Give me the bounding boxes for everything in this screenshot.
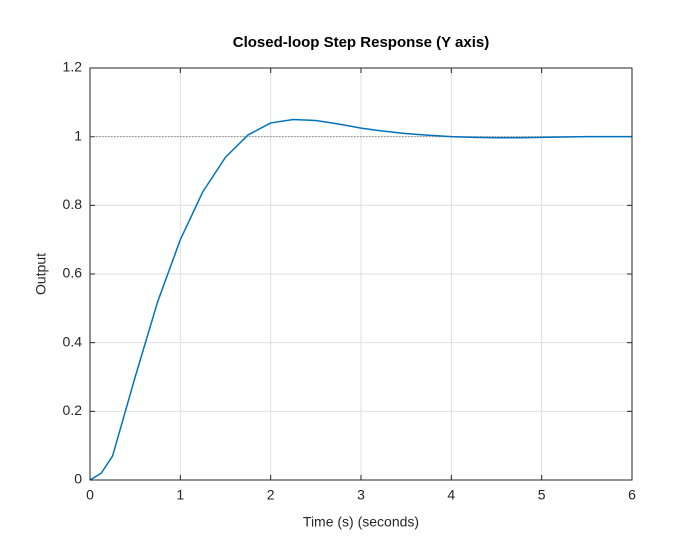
x-tick-label: 1 [176, 487, 184, 503]
x-tick-label: 0 [86, 487, 94, 503]
y-tick-label: 0 [74, 471, 82, 487]
x-tick-label: 3 [357, 487, 365, 503]
x-axis-label: Time (s) (seconds) [303, 514, 419, 530]
y-tick-label: 0.2 [63, 402, 83, 418]
y-axis-label: Output [33, 253, 49, 295]
plot-frame [89, 67, 633, 481]
y-tick-label: 1.2 [63, 59, 83, 75]
x-tick-label: 5 [538, 487, 546, 503]
y-tick-label: 1 [74, 127, 82, 143]
series-line [89, 118, 632, 481]
x-tick-label: 6 [628, 487, 636, 503]
y-tick-label: 0.4 [63, 333, 83, 349]
chart-title: Closed-loop Step Response (Y axis) [233, 34, 489, 51]
y-tick-label: 0.6 [63, 265, 83, 281]
x-tick-label: 4 [447, 487, 455, 503]
y-tick-label: 0.8 [63, 196, 83, 212]
x-tick-label: 2 [267, 487, 275, 503]
